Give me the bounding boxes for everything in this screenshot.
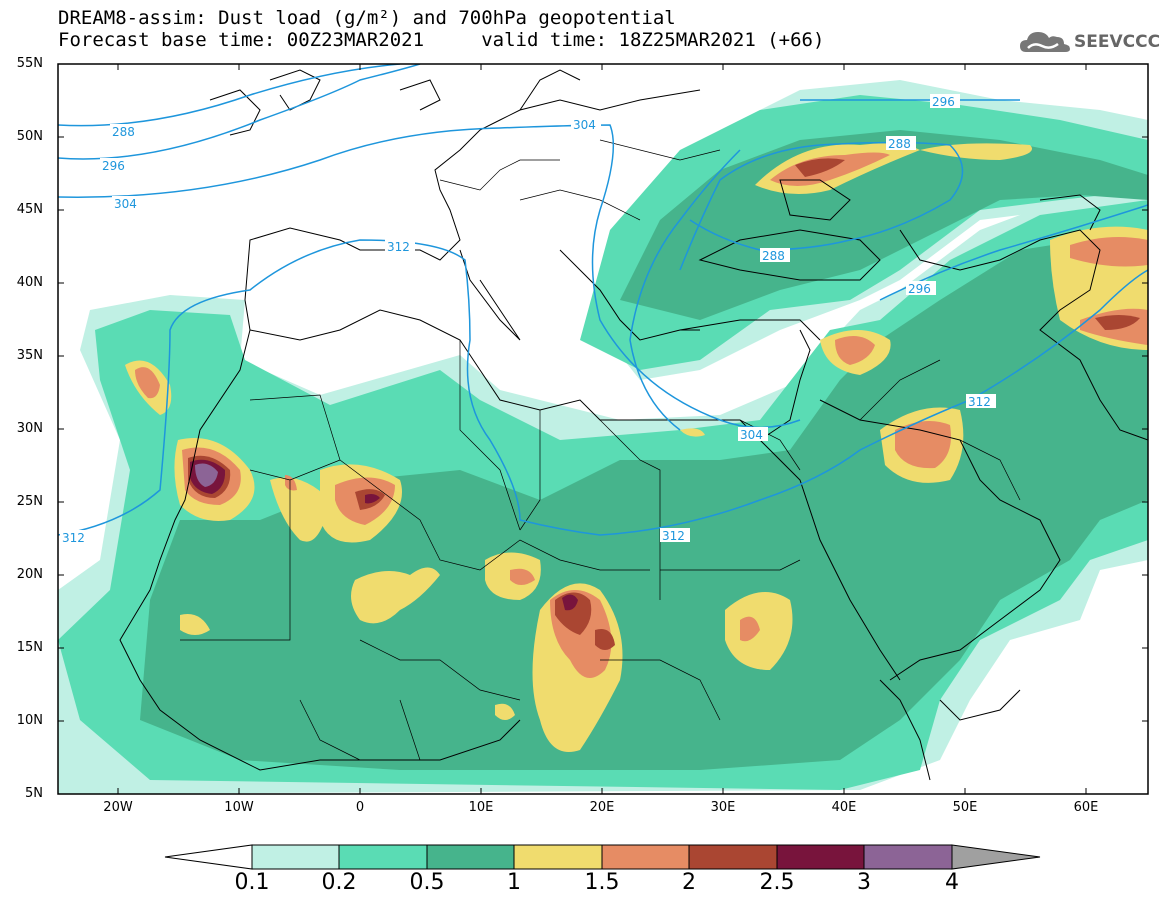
contour-304-west <box>58 124 801 429</box>
title-line1: DREAM8-assim: Dust load (g/m²) and 700hP… <box>58 7 676 29</box>
coastlines <box>119 69 1148 781</box>
colorbar-bin-7 <box>776 844 865 870</box>
contour-label-296-west: 296 <box>102 159 125 173</box>
colorbar-bin-4 <box>513 844 603 870</box>
lat-label-10n: 10N <box>16 713 43 728</box>
colorbar-label-2.5: 2.5 <box>759 870 795 895</box>
colorbar-low-arrow <box>164 844 253 870</box>
colorbar-bin-6 <box>688 844 778 870</box>
contour-label-312-north: 312 <box>387 240 410 254</box>
colorbar-label-0.1: 0.1 <box>234 870 270 895</box>
lon-label-50e: 50E <box>952 800 978 815</box>
contour-label-288-west: 288 <box>112 125 135 139</box>
colorbar-bin-1 <box>251 844 340 870</box>
colorbar <box>164 844 1041 870</box>
lon-label-10e: 10E <box>468 800 494 815</box>
lon-label-10w: 10W <box>224 800 254 815</box>
colorbar-label-0.5: 0.5 <box>409 870 445 895</box>
logo-text: SEEVCCC <box>1074 32 1161 52</box>
lat-label-50n: 50N <box>16 129 43 144</box>
lon-label-0: 0 <box>355 800 365 815</box>
contour-label-288-north-east: 288 <box>888 137 911 151</box>
contour-label-312-west: 312 <box>62 531 85 545</box>
contour-label-304-west: 304 <box>114 197 137 211</box>
colorbar-label-2: 2 <box>682 870 696 895</box>
contour-label-304-east: 304 <box>740 428 763 442</box>
colorbar-label-1: 1 <box>507 870 521 895</box>
title-line2: Forecast base time: 00Z23MAR2021 valid t… <box>58 29 825 51</box>
contour-label-304-north: 304 <box>573 118 596 132</box>
lat-label-20n: 20N <box>16 567 43 582</box>
lat-label-25n: 25N <box>16 494 43 509</box>
contour-304-east <box>629 149 741 431</box>
contour-labels: 288 296 304 304 312 312 312 304 312 296 … <box>60 94 996 545</box>
colorbar-high-arrow <box>951 844 1041 870</box>
lat-label-40n: 40N <box>16 275 43 290</box>
lat-label-15n: 15N <box>16 640 43 655</box>
dust-shading-3 <box>195 463 218 487</box>
contour-label-288-black-sea: 288 <box>762 249 785 263</box>
colorbar-bin-5 <box>601 844 690 870</box>
lat-label-55n: 55N <box>16 56 43 71</box>
colorbar-label-0.2: 0.2 <box>321 870 357 895</box>
lat-label-30n: 30N <box>16 421 43 436</box>
map-field: 288 296 304 304 312 312 312 304 312 296 … <box>58 64 1148 794</box>
lat-label-35n: 35N <box>16 348 43 363</box>
contour-296-west <box>58 64 421 160</box>
lat-label-45n: 45N <box>16 202 43 217</box>
lon-label-20e: 20E <box>589 800 615 815</box>
colorbar-bin-2 <box>338 844 428 870</box>
lat-label-5n: 5N <box>25 786 43 801</box>
contour-label-296-caspian: 296 <box>908 282 931 296</box>
borders <box>180 139 1021 761</box>
contour-label-312-central: 312 <box>662 529 685 543</box>
lon-label-60e: 60E <box>1073 800 1099 815</box>
lon-label-40e: 40E <box>831 800 857 815</box>
colorbar-bin-8 <box>863 844 953 870</box>
cloud-icon <box>1020 32 1070 52</box>
contour-label-296-north-east: 296 <box>932 95 955 109</box>
colorbar-label-1.5: 1.5 <box>584 870 620 895</box>
colorbar-bin-3 <box>426 844 515 870</box>
colorbar-label-4: 4 <box>945 870 959 895</box>
axis-ticks <box>58 63 1148 794</box>
contour-312 <box>58 239 1148 536</box>
lon-label-20w: 20W <box>103 800 133 815</box>
contour-label-312-east: 312 <box>968 395 991 409</box>
seevccc-logo: SEEVCCC <box>1018 26 1160 58</box>
colorbar-label-3: 3 <box>857 870 871 895</box>
lon-label-30e: 30E <box>710 800 736 815</box>
